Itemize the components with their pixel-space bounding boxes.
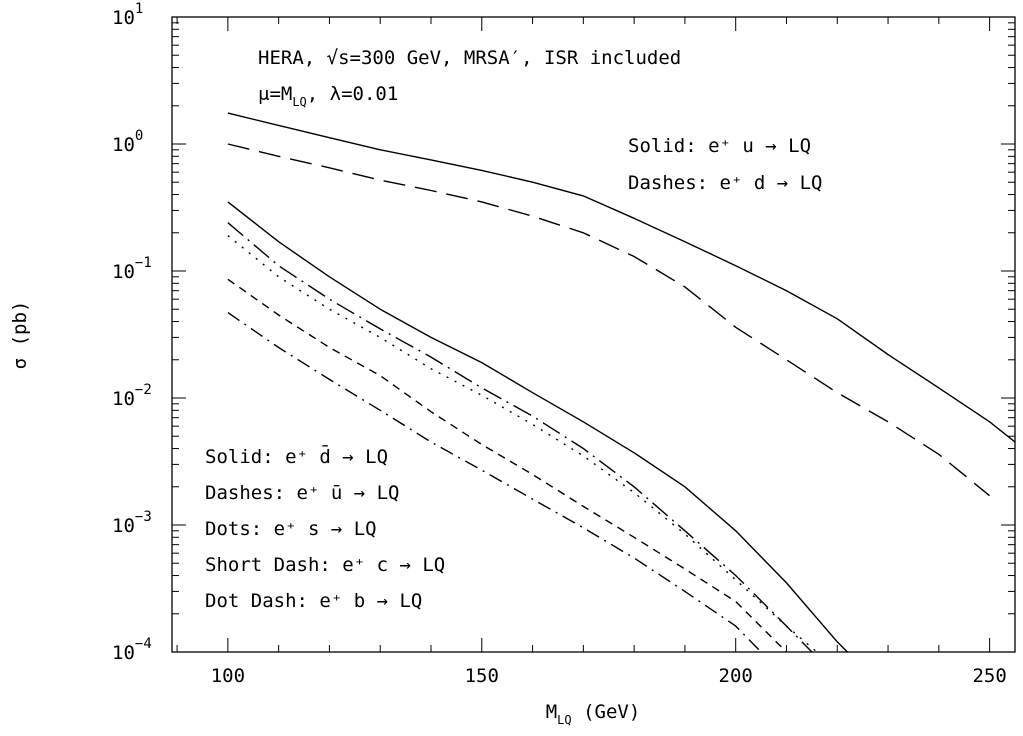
legend-label: Dots: e⁺ s → LQ xyxy=(205,518,377,540)
x-tick-label: 150 xyxy=(465,665,499,687)
annotation-main: HERA, √s=300 GeV, MRSA′, ISR included xyxy=(258,47,681,69)
y-tick-exponent: −3 xyxy=(135,509,152,525)
y-tick-base: 10 xyxy=(112,134,135,156)
x-tick-label: 200 xyxy=(719,665,753,687)
x-axis-label-main: M xyxy=(546,701,557,723)
y-tick-label: 10−4 xyxy=(112,636,152,664)
annotation-sub: LQ xyxy=(292,95,306,109)
y-tick-exponent: 1 xyxy=(135,1,143,17)
y-tick-label: 10−3 xyxy=(112,509,152,537)
x-axis-label: MLQ (GeV) xyxy=(546,701,641,727)
plot-frame xyxy=(171,16,1016,653)
x-tick-label: 250 xyxy=(972,665,1006,687)
series-line xyxy=(227,278,787,652)
legend-label: Dashes: e⁺ d → LQ xyxy=(628,172,822,194)
series-line xyxy=(227,312,762,652)
y-tick-label: 101 xyxy=(112,1,143,29)
y-tick-exponent: −2 xyxy=(135,382,152,398)
series-line xyxy=(227,143,991,497)
legend-label: Dashes: e⁺ ū → LQ xyxy=(205,482,399,504)
x-axis-label-sub: LQ xyxy=(557,713,571,727)
annotation: HERA, √s=300 GeV, MRSA′, ISR included xyxy=(258,47,681,69)
y-tick-base: 10 xyxy=(112,515,135,537)
y-tick-base: 10 xyxy=(112,642,135,664)
legend-label: Short Dash: e⁺ c → LQ xyxy=(205,554,445,576)
y-tick-exponent: −4 xyxy=(135,636,152,652)
x-axis-label-rest: (GeV) xyxy=(572,701,641,723)
legend-label: Solid: e⁺ d̄ → LQ xyxy=(205,443,388,468)
y-tick-label: 100 xyxy=(112,128,143,156)
x-tick-label: 100 xyxy=(211,665,245,687)
y-tick-base: 10 xyxy=(112,7,135,29)
y-tick-label: 10−2 xyxy=(112,382,152,410)
y-tick-base: 10 xyxy=(112,388,135,410)
series-line xyxy=(227,222,813,652)
annotation: μ=MLQ, λ=0.01 xyxy=(258,83,398,109)
y-tick-exponent: 0 xyxy=(135,128,143,144)
legend-label: Solid: e⁺ u → LQ xyxy=(628,135,811,157)
y-tick-label: 10−1 xyxy=(112,255,152,283)
annotation-rest: , λ=0.01 xyxy=(307,83,399,105)
series-line xyxy=(227,201,848,652)
legend-label: Dot Dash: e⁺ b → LQ xyxy=(205,590,422,612)
series-line xyxy=(227,112,1015,443)
annotation-main: μ=M xyxy=(258,83,292,105)
y-tick-base: 10 xyxy=(112,261,135,283)
y-tick-exponent: −1 xyxy=(135,255,152,271)
y-axis-label: σ (pb) xyxy=(9,301,31,370)
